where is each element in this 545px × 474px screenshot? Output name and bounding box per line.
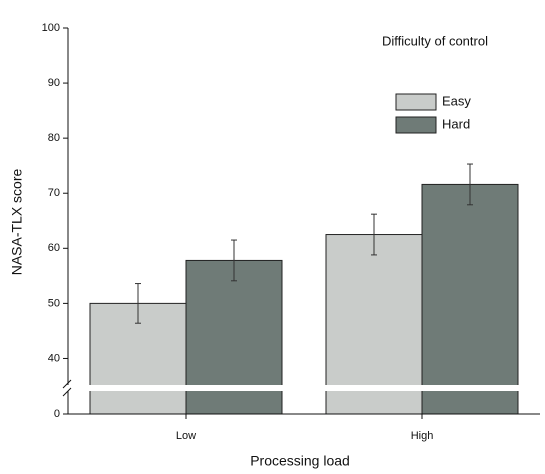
y-tick-label: 90 [48, 77, 60, 89]
y-tick-label: 100 [42, 22, 60, 34]
legend-swatch [395, 93, 437, 111]
axis-break [60, 385, 540, 391]
legend-title: Difficulty of control [382, 33, 488, 48]
y-tick-label: 40 [48, 352, 60, 364]
y-tick-label: 50 [48, 297, 60, 309]
x-tick-label: High [411, 430, 434, 442]
y-tick-label: 70 [48, 187, 60, 199]
break-mark [62, 387, 72, 397]
legend-label: Easy [442, 93, 471, 108]
x-axis-label: Processing load [250, 453, 350, 469]
bar [421, 183, 519, 415]
x-tick-label: Low [176, 430, 196, 442]
y-tick-label: 60 [48, 242, 60, 254]
y-tick-label: 80 [48, 132, 60, 144]
legend-swatch [395, 116, 437, 134]
y-axis-label: NASA-TLX score [9, 168, 25, 275]
legend-label: Hard [442, 116, 470, 131]
break-mark [62, 379, 72, 389]
y-tick-label: 0 [54, 408, 60, 420]
